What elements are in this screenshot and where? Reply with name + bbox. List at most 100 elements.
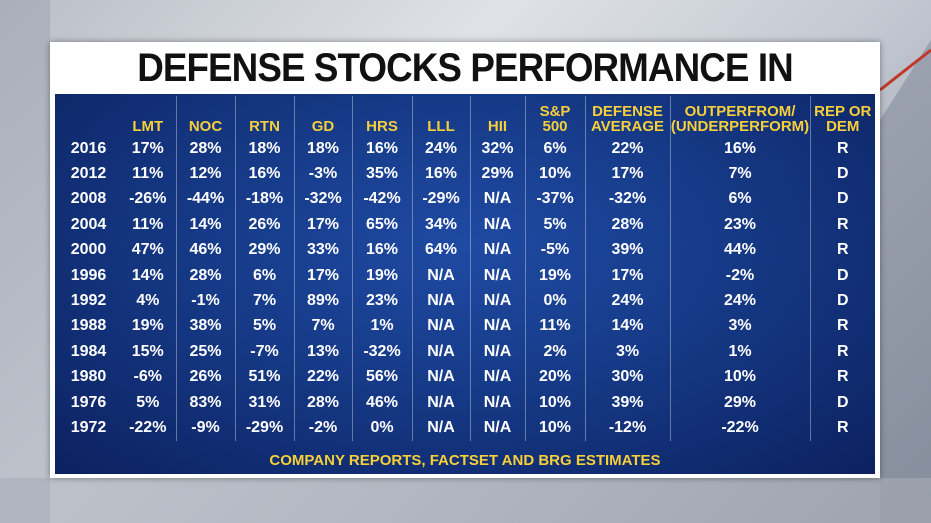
table-cell: 29%	[669, 389, 810, 416]
table-cell: -32%	[351, 339, 412, 365]
table-cell: 11%	[132, 165, 164, 183]
year-cell: 2008	[70, 190, 107, 208]
table-row: 2000 47% 46% 29% 33% 16% 64% N/A -5% 39% 44% R	[57, 237, 875, 263]
table-cell: 19%	[524, 262, 585, 289]
table-cell: N/A	[469, 415, 525, 441]
table-cell: 14%	[175, 212, 235, 238]
table-cell: R	[809, 364, 875, 390]
table-cell: 19%	[351, 262, 412, 289]
table-cell: R	[809, 237, 875, 263]
table-row: 2008 -26% -44% -18% -32% -42% -29% N/A -37% -32% 6…	[57, 186, 875, 213]
table-cell: 17%	[584, 161, 670, 187]
bottom-band	[0, 478, 931, 523]
table-cell: -12%	[584, 415, 670, 441]
table-cell: 16%	[351, 136, 412, 162]
table-cell: D	[809, 389, 875, 416]
table-cell: 35%	[351, 161, 412, 187]
table: LMT NOC RTN GD HRS LLL HII S&P 500 DEFENSE AVERA…	[57, 96, 875, 441]
table-cell: 5%	[234, 313, 294, 340]
table-cell: -18%	[234, 186, 294, 213]
table-cell: -22%	[129, 418, 167, 436]
table-cell: -6%	[133, 368, 162, 386]
table-cell: 38%	[175, 313, 235, 340]
table-cell: 29%	[234, 237, 294, 263]
table-cell: 10%	[524, 389, 585, 416]
table-cell: N/A	[411, 339, 470, 365]
table-cell: N/A	[469, 212, 525, 238]
table-cell: 33%	[293, 237, 352, 263]
year-cell: 1988	[70, 317, 107, 335]
table-cell: 16%	[669, 136, 810, 162]
table-cell: N/A	[469, 364, 525, 390]
table-cell: -5%	[524, 237, 585, 263]
column-header	[57, 96, 120, 136]
table-row: 2016 17% 28% 18% 18% 16% 24% 32% 6% 22% 16% R	[57, 136, 875, 162]
table-cell: 29%	[469, 161, 525, 187]
table-cell: 46%	[175, 237, 235, 263]
table-cell: 24%	[411, 136, 470, 162]
table-cell: 11%	[524, 313, 585, 340]
column-header: S&P 500	[524, 96, 585, 136]
table-cell: 4%	[136, 292, 160, 310]
table-cell: 2%	[524, 339, 585, 365]
table-cell: 20%	[524, 364, 585, 390]
table-row: 2004 11% 14% 26% 17% 65% 34% N/A 5% 28% 23% R	[57, 212, 875, 238]
table-cell: 18%	[293, 136, 352, 162]
table-row: 1996 14% 28% 6% 17% 19% N/A N/A 19% 17% -2% D	[57, 262, 875, 289]
table-cell: 28%	[175, 136, 235, 162]
year-cell: 1996	[70, 266, 107, 284]
table-cell: 28%	[293, 389, 352, 416]
table-cell: 7%	[669, 161, 810, 187]
table-cell: 89%	[293, 288, 352, 314]
table-cell: 11%	[132, 215, 164, 233]
year-cell: 1984	[70, 342, 107, 360]
table-cell: 16%	[234, 161, 294, 187]
table-cell: 34%	[411, 212, 470, 238]
table-cell: 13%	[293, 339, 352, 365]
year-cell: 2016	[70, 139, 107, 157]
table-cell: 22%	[584, 136, 670, 162]
table-cell: R	[809, 313, 875, 340]
table-cell: 16%	[411, 161, 470, 187]
table-cell: 17%	[584, 262, 670, 289]
table-cell: N/A	[411, 262, 470, 289]
table-cell: 17%	[131, 139, 164, 157]
table-cell: 64%	[411, 237, 470, 263]
table-cell: 6%	[524, 136, 585, 162]
table-cell: 47%	[131, 241, 164, 259]
table-cell: 14%	[584, 313, 670, 340]
table-cell: 10%	[669, 364, 810, 390]
table-cell: 26%	[175, 364, 235, 390]
table-cell: -7%	[234, 339, 294, 365]
column-header: LMT	[132, 118, 164, 135]
card: DEFENSE STOCKS PERFORMANCE IN ELECTION Y…	[50, 42, 880, 478]
table-row: 1972 -22% -9% -29% -2% 0% N/A N/A 10% -12% -22% R	[57, 415, 875, 441]
table-cell: 17%	[293, 212, 352, 238]
table-cell: -2%	[293, 415, 352, 441]
table-cell: D	[809, 262, 875, 289]
right-shape	[880, 40, 931, 523]
table-cell: R	[809, 136, 875, 162]
table-cell: 1%	[351, 313, 412, 340]
table-cell: 30%	[584, 364, 670, 390]
table-cell: 24%	[669, 288, 810, 314]
left-panel	[0, 0, 50, 523]
table-cell: -42%	[351, 186, 412, 213]
table-cell: 28%	[175, 262, 235, 289]
table-cell: D	[809, 161, 875, 187]
header-row: LMT NOC RTN GD HRS LLL HII S&P 500 DEFENSE AVERA…	[57, 96, 875, 136]
table-cell: 23%	[351, 288, 412, 314]
table-cell: 26%	[234, 212, 294, 238]
table-cell: N/A	[411, 313, 470, 340]
table-cell: N/A	[469, 237, 525, 263]
table-cell: 18%	[234, 136, 294, 162]
table-cell: 7%	[293, 313, 352, 340]
table-cell: -32%	[293, 186, 352, 213]
column-header: DEFENSE AVERAGE	[584, 96, 670, 136]
table-cell: 17%	[293, 262, 352, 289]
table-cell: 16%	[351, 237, 412, 263]
year-cell: 1976	[70, 393, 107, 411]
red-line	[879, 48, 931, 92]
table-cell: -22%	[669, 415, 810, 441]
table-row: 1980 -6% 26% 51% 22% 56% N/A N/A 20% 30% 10% R	[57, 364, 875, 390]
